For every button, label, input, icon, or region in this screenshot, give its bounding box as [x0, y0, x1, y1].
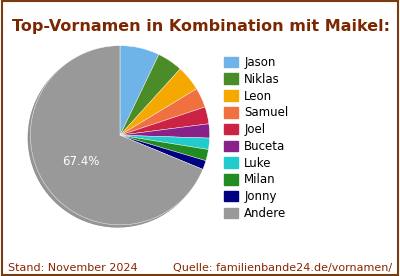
Wedge shape	[120, 124, 210, 138]
Wedge shape	[120, 135, 210, 150]
Wedge shape	[120, 46, 159, 135]
Wedge shape	[30, 46, 203, 225]
Text: Quelle: familienbande24.de/vornamen/: Quelle: familienbande24.de/vornamen/	[173, 263, 392, 273]
Text: Top-Vornamen in Kombination mit Maikel:: Top-Vornamen in Kombination mit Maikel:	[12, 19, 390, 34]
Wedge shape	[120, 89, 205, 135]
Text: Stand: November 2024: Stand: November 2024	[8, 263, 138, 273]
Wedge shape	[120, 135, 208, 161]
Legend: Jason, Niklas, Leon, Samuel, Joel, Buceta, Luke, Milan, Jonny, Andere: Jason, Niklas, Leon, Samuel, Joel, Bucet…	[222, 54, 291, 222]
Wedge shape	[120, 69, 197, 135]
Text: 67.4%: 67.4%	[62, 155, 100, 168]
Wedge shape	[120, 107, 209, 135]
Wedge shape	[120, 135, 206, 169]
Wedge shape	[120, 55, 180, 135]
